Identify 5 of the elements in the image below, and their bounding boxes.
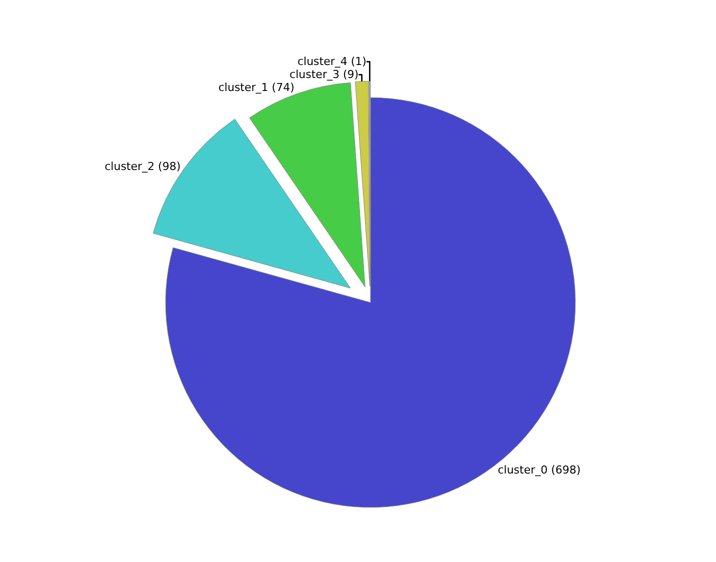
slice-label: cluster_1 (74) [218,81,294,94]
slice-label: cluster_3 (9) [290,68,359,82]
slice-label: cluster_0 (698) [498,463,581,476]
slice-label: cluster_2 (98) [104,160,181,174]
slice-label: cluster_4 (1) [297,55,366,68]
